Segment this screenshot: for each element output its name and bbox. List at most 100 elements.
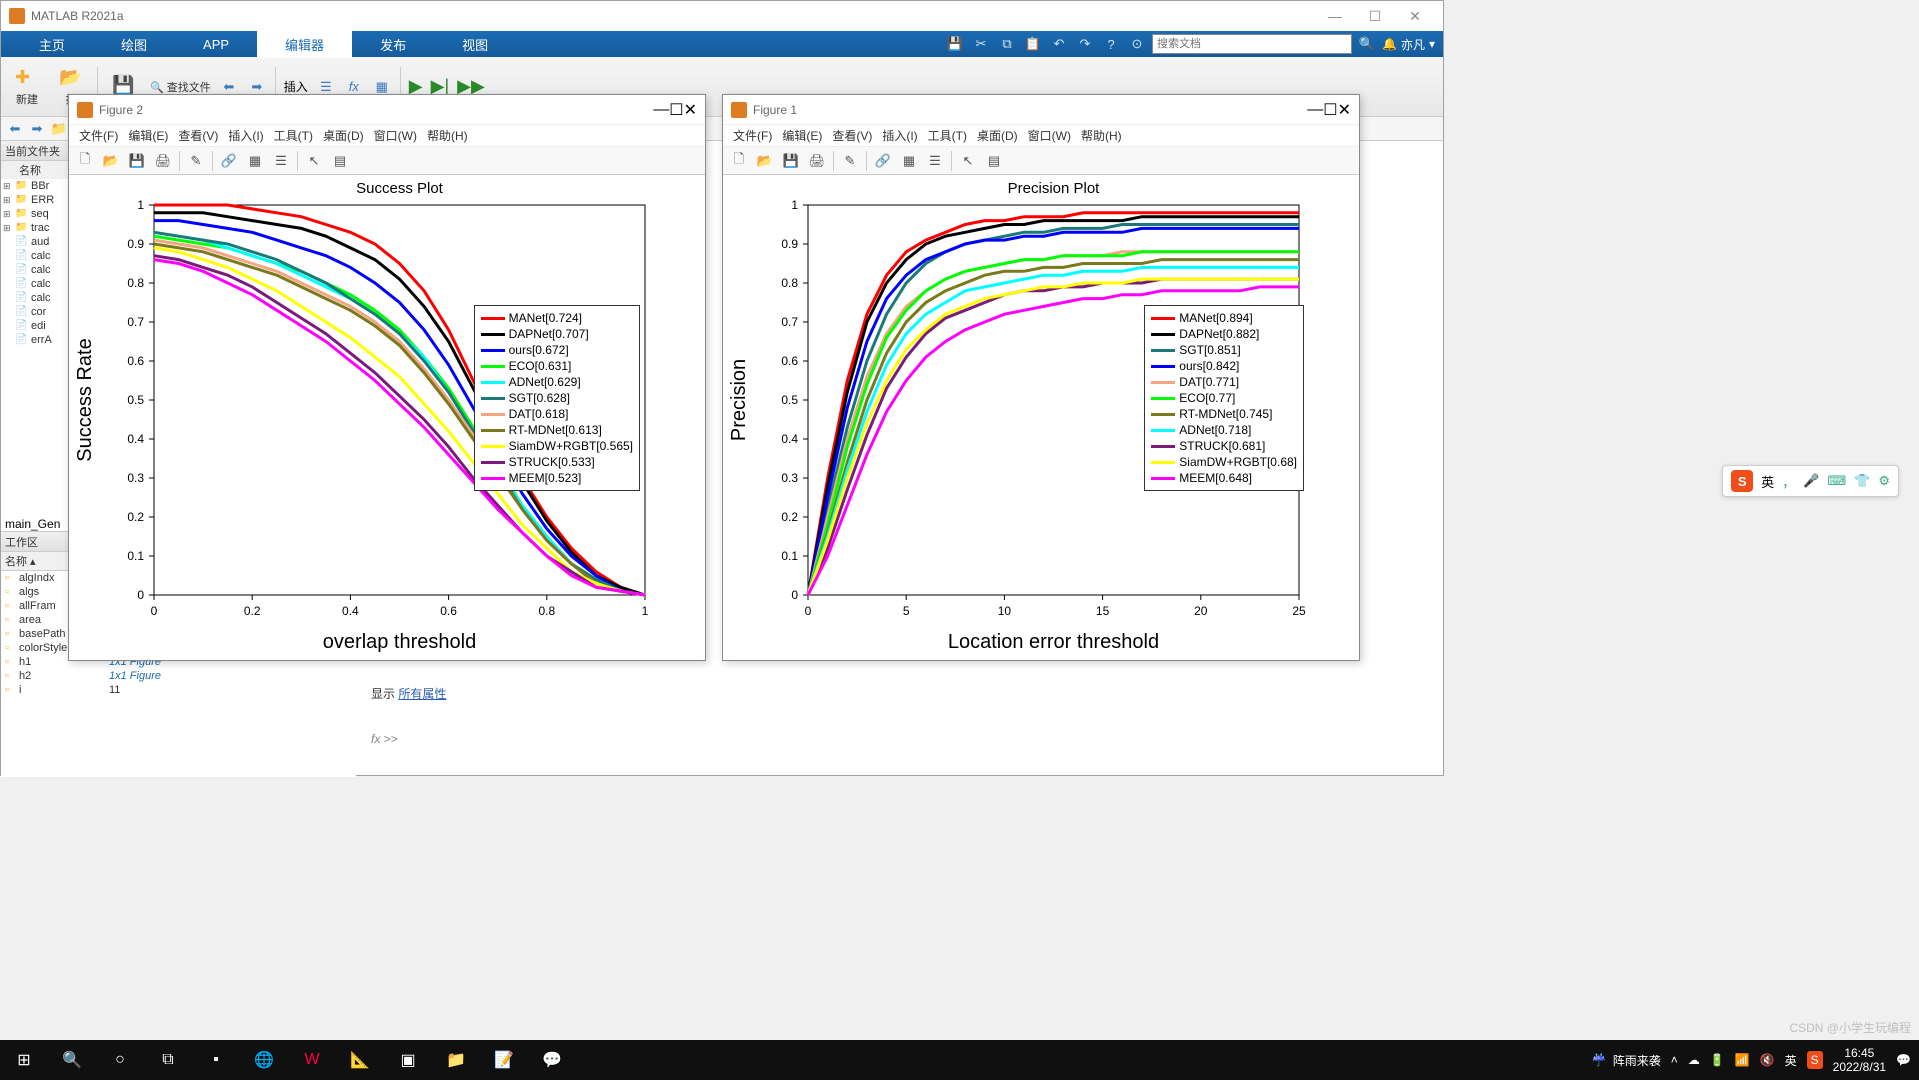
search-button[interactable]: 🔍 [48,1040,96,1080]
name-column[interactable]: 名称 [3,162,41,178]
tab-publish[interactable]: 发布 [352,31,434,58]
prefs-icon[interactable]: ⊙ [1126,33,1148,55]
folder-item[interactable]: 📄calc [1,291,72,305]
ime-lang-tray[interactable]: 英 [1785,1052,1797,1069]
save-icon[interactable]: 💾 [944,33,966,55]
folder-item[interactable]: ⊞📁seq [1,207,72,221]
cut-icon[interactable]: ✂ [970,33,992,55]
edit-plot-icon[interactable]: ✎ [184,149,208,173]
tab-plots[interactable]: 绘图 [93,31,175,58]
fig2-min-button[interactable]: — [653,101,669,119]
copy-icon[interactable]: ⧉ [996,33,1018,55]
tray-up-icon[interactable]: ˄ [1671,1053,1678,1067]
folder-item[interactable]: 📄errA [1,333,72,347]
matlab-task-icon[interactable]: 📐 [336,1040,384,1080]
figure-menu[interactable]: 编辑(E) [778,125,826,146]
all-props-link[interactable]: 所有属性 [398,687,446,701]
volume-icon[interactable]: 🔇 [1760,1053,1775,1067]
fig2-close-button[interactable]: ✕ [684,100,697,120]
clock[interactable]: 16:45 2022/8/31 [1833,1046,1886,1075]
folder-item[interactable]: ⊞📁ERR [1,193,72,207]
link-icon[interactable]: 🔗 [217,149,241,173]
tab-apps[interactable]: APP [175,33,257,56]
legend-icon[interactable]: ☰ [269,149,293,173]
tab-editor[interactable]: 编辑器 [257,31,352,58]
figure-menu[interactable]: 窗口(W) [1024,125,1075,146]
battery-icon[interactable]: 🔋 [1710,1053,1725,1067]
figure-menu[interactable]: 窗口(W) [370,125,421,146]
sogou-tray-icon[interactable]: S [1807,1051,1823,1069]
figure-menu[interactable]: 工具(T) [270,125,317,146]
figure-menu[interactable]: 桌面(D) [319,125,368,146]
folder-item[interactable]: 📄calc [1,249,72,263]
open-fig-icon[interactable]: 📂 [99,149,123,173]
notepad-icon[interactable]: 📝 [480,1040,528,1080]
save-fig-icon[interactable]: 💾 [125,149,149,173]
folder-item[interactable]: ⊞📁BBr [1,179,72,193]
figure-menu[interactable]: 帮助(H) [1077,125,1126,146]
databrowser-icon[interactable]: ▤ [328,149,352,173]
mic-icon[interactable]: 🎤 [1803,473,1819,489]
figure-menu[interactable]: 文件(F) [729,125,776,146]
databrowser-icon[interactable]: ▤ [982,149,1006,173]
folder-icon[interactable]: 📁 [49,119,69,139]
link-icon[interactable]: 🔗 [871,149,895,173]
figure-menu[interactable]: 查看(V) [828,125,876,146]
new-button[interactable]: ✚新建 [9,65,45,109]
redo-icon[interactable]: ↷ [1074,33,1096,55]
wps-icon[interactable]: W [288,1040,336,1080]
folder-item[interactable]: ⊞📁trac [1,221,72,235]
taskview-icon[interactable]: ⧉ [144,1040,192,1080]
wifi-icon[interactable]: 📶 [1735,1053,1750,1067]
colorbar-icon[interactable]: ▦ [243,149,267,173]
keyboard-icon[interactable]: ⌨ [1827,473,1846,489]
figure-menu[interactable]: 编辑(E) [124,125,172,146]
notifications-icon[interactable]: 💬 [1896,1053,1911,1067]
undo-icon[interactable]: ↶ [1048,33,1070,55]
print-fig-icon[interactable]: 🖨 [805,149,829,173]
find-files-button[interactable]: 🔍 查找文件 [150,79,211,95]
figure-menu[interactable]: 查看(V) [174,125,222,146]
wechat-icon[interactable]: 💬 [528,1040,576,1080]
explorer-icon[interactable]: 📁 [432,1040,480,1080]
figure-menu[interactable]: 文件(F) [75,125,122,146]
pointer-icon[interactable]: ↖ [956,149,980,173]
ime-bar[interactable]: S 英 ， 🎤 ⌨ 👕 ⚙ [1722,465,1899,497]
tab-home[interactable]: 主页 [11,31,93,58]
save-fig-icon[interactable]: 💾 [779,149,803,173]
open-fig-icon[interactable]: 📂 [753,149,777,173]
cortana-icon[interactable]: ○ [96,1040,144,1080]
folder-item[interactable]: 📄edi [1,319,72,333]
folder-item[interactable]: 📄calc [1,277,72,291]
nav-fwd-icon[interactable]: ➡ [27,119,47,139]
chrome-icon[interactable]: 🌐 [240,1040,288,1080]
folder-item[interactable]: 📄calc [1,263,72,277]
figure-menu[interactable]: 工具(T) [924,125,971,146]
nav-back-icon[interactable]: ⬅ [5,119,25,139]
figure-menu[interactable]: 插入(I) [878,125,921,146]
fig2-max-button[interactable]: ☐ [669,100,683,120]
tab-view[interactable]: 视图 [434,31,516,58]
fig1-close-button[interactable]: ✕ [1338,100,1351,120]
tools-icon[interactable]: ⚙ [1878,473,1890,489]
maximize-button[interactable]: ☐ [1355,8,1395,25]
cloud-icon[interactable]: ☁ [1688,1053,1700,1067]
terminal-icon[interactable]: ▪ [192,1040,240,1080]
app-icon[interactable]: ▣ [384,1040,432,1080]
fig1-max-button[interactable]: ☐ [1323,100,1337,120]
fig1-legend[interactable]: MANet[0.894]DAPNet[0.882]SGT[0.851]ours[… [1144,305,1304,491]
start-button[interactable]: ⊞ [0,1040,48,1080]
figure-menu[interactable]: 帮助(H) [423,125,472,146]
fig2-legend[interactable]: MANet[0.724]DAPNet[0.707]ours[0.672]ECO[… [474,305,640,491]
search-docs-input[interactable] [1152,34,1352,54]
fig1-min-button[interactable]: — [1307,101,1323,119]
edit-plot-icon[interactable]: ✎ [838,149,862,173]
folder-item[interactable]: 📄aud [1,235,72,249]
figure-menu[interactable]: 插入(I) [224,125,267,146]
user-menu[interactable]: 🔔 亦凡 ▾ [1382,36,1435,53]
new-fig-icon[interactable]: 🗋 [73,149,97,173]
workspace-var[interactable]: ▫i11 [1,683,356,697]
print-fig-icon[interactable]: 🖨 [151,149,175,173]
weather-widget[interactable]: ☔ 阵雨来袭 [1592,1052,1661,1069]
skin-icon[interactable]: 👕 [1854,473,1870,489]
